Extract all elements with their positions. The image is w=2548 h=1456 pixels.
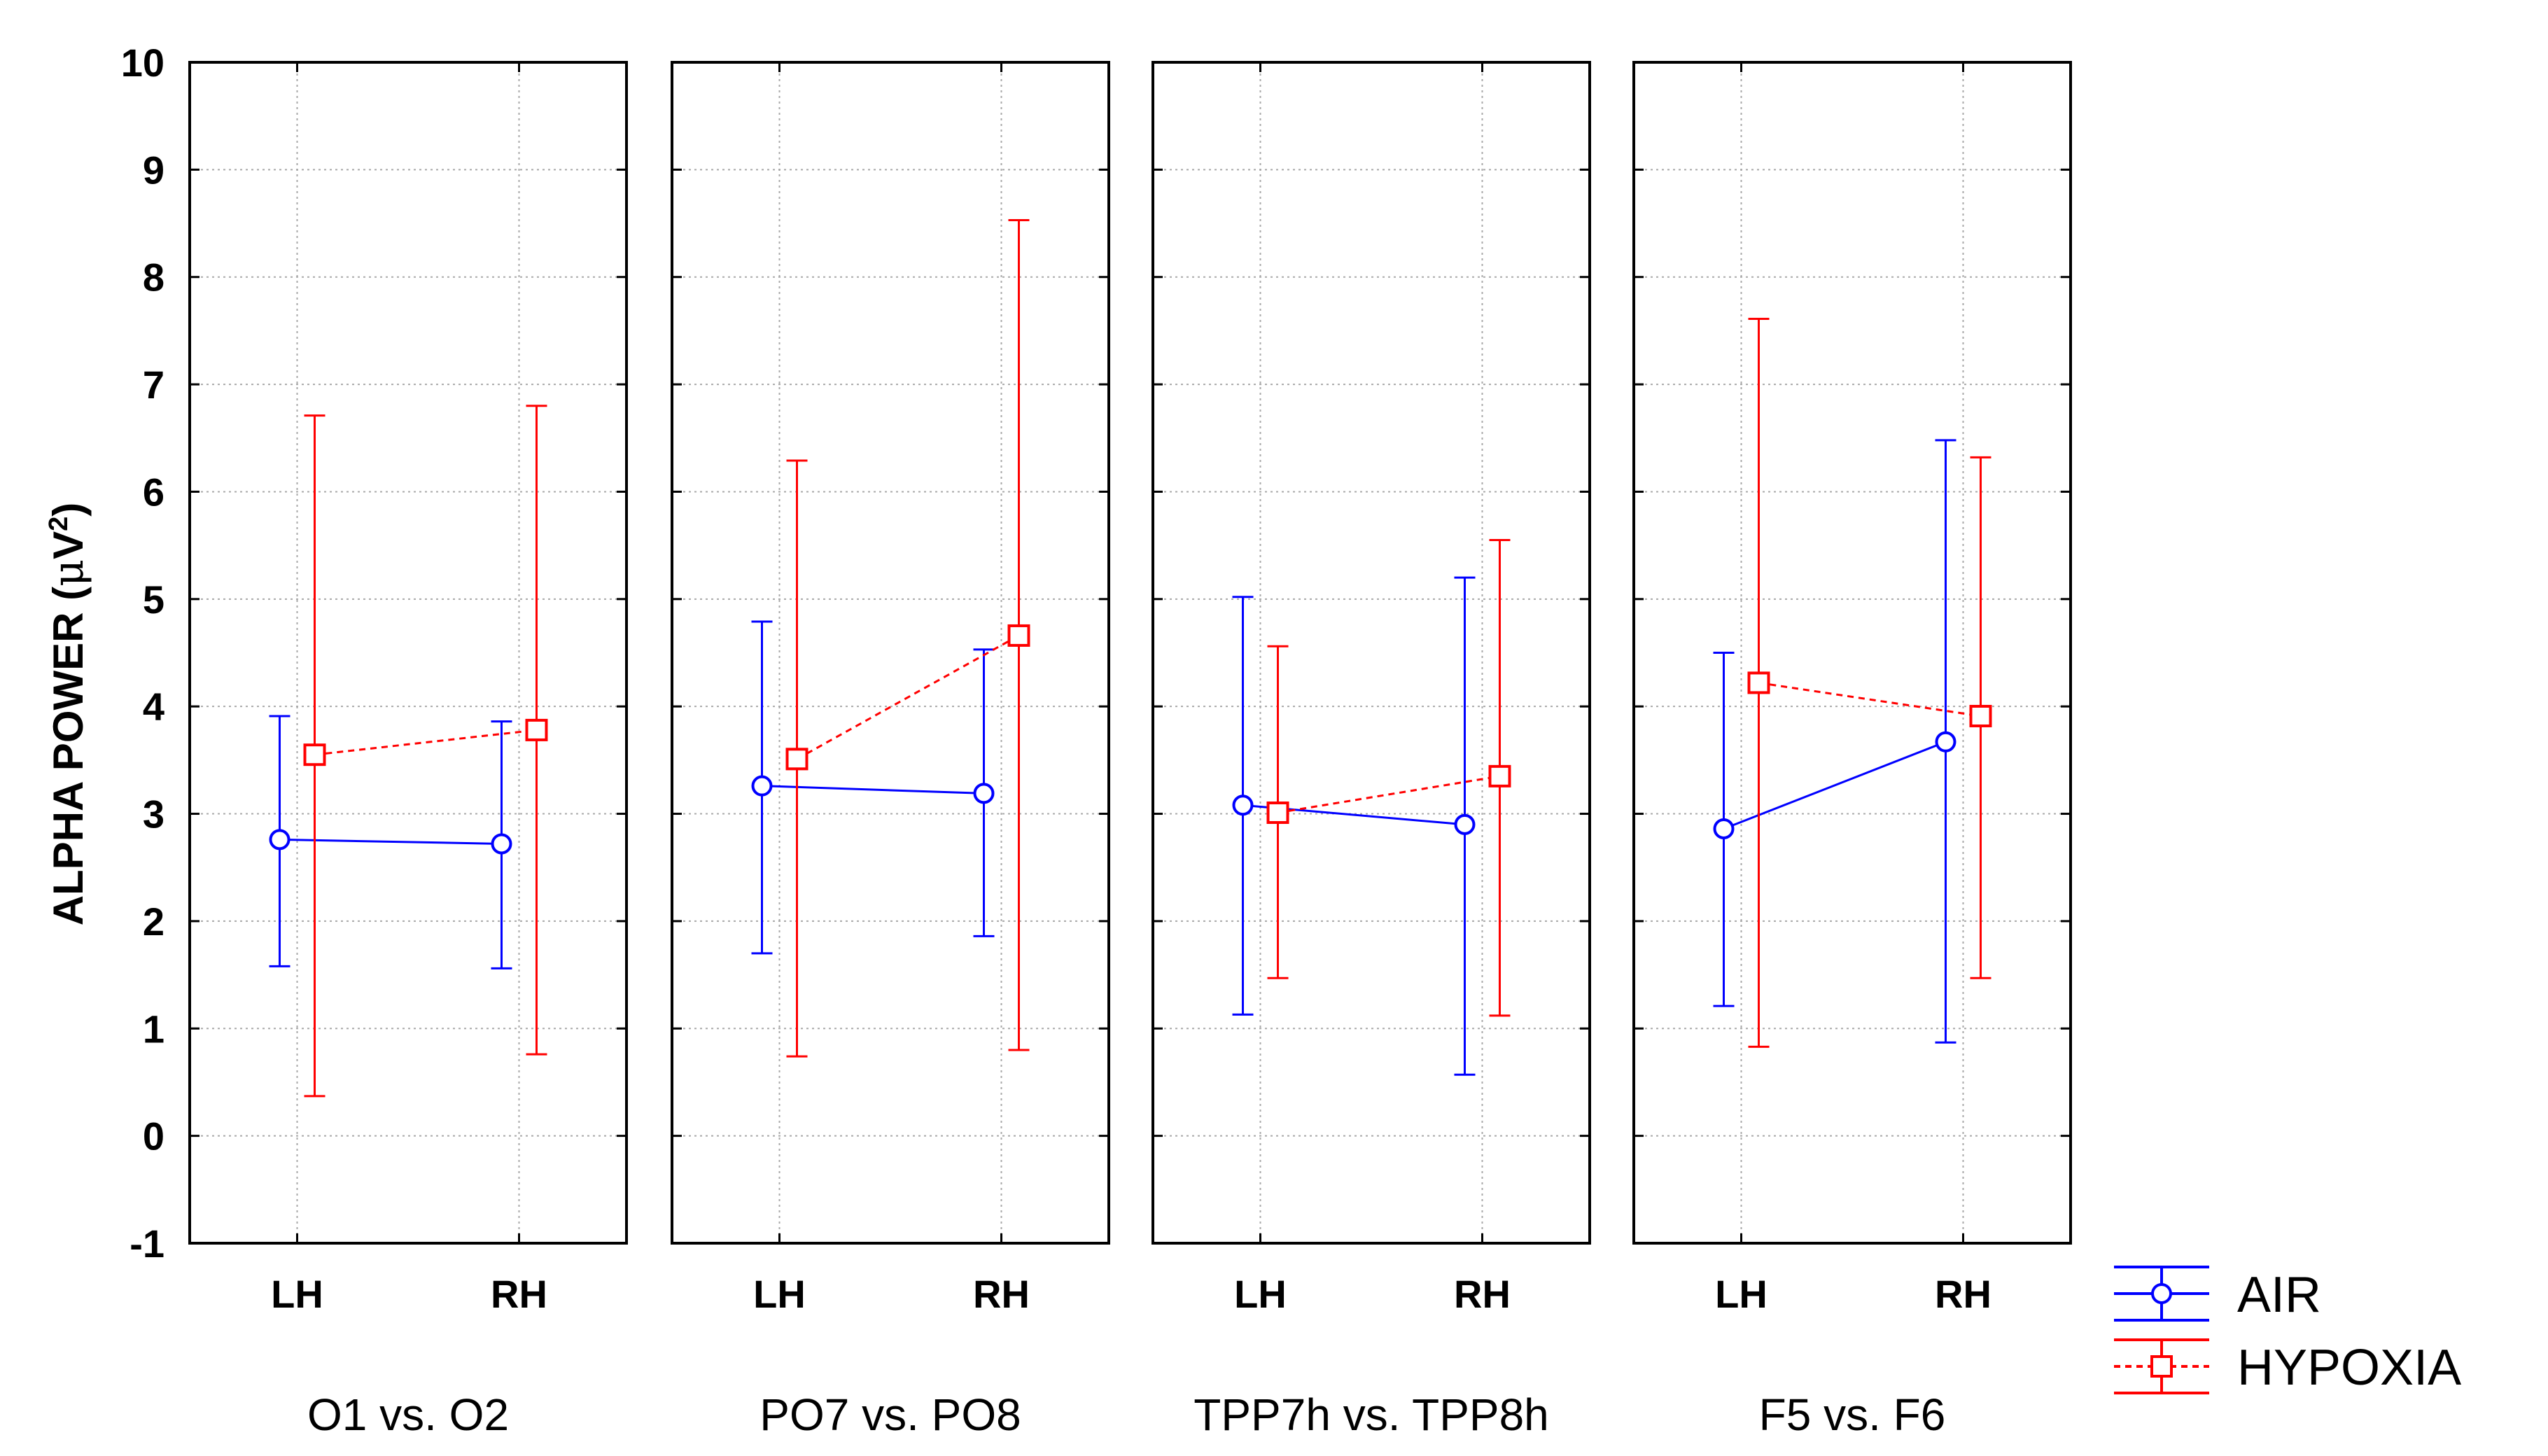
- series-line: [1278, 775, 1500, 814]
- series-line: [1758, 681, 1981, 718]
- panel-frame: [1152, 61, 1591, 1245]
- panel-label: F5 vs. F6: [1759, 1390, 1946, 1440]
- panel-frame: [671, 61, 1110, 1245]
- y-axis-title: ALPHA POWER (μV2): [44, 503, 93, 926]
- data-point: [1969, 704, 1992, 727]
- legend-item-air: AIR: [2114, 1266, 2321, 1323]
- panels: -1 0 1 2 3 4 5 6 7 8 9 10 LH RH O1 vs. O2 LH RH PO7 vs. P…: [121, 41, 2072, 1440]
- data-point: [973, 783, 995, 804]
- panel-frame: [188, 61, 628, 1245]
- x-tick-label: RH: [973, 1272, 1030, 1316]
- series-line: [314, 729, 537, 756]
- data-point: [1454, 813, 1476, 835]
- y-tick-label: 10: [121, 41, 164, 85]
- data-point: [1713, 818, 1735, 840]
- data-point: [269, 829, 290, 850]
- legend-marker: [2151, 1283, 2172, 1304]
- series-hypoxia: [1747, 318, 1992, 1048]
- legend-label: AIR: [2237, 1267, 2321, 1323]
- y-tick-label: 5: [143, 578, 164, 622]
- legend-item-hypoxia: HYPOXIA: [2114, 1338, 2461, 1396]
- data-point: [785, 748, 808, 771]
- panel-label: TPP7h vs. TPP8h: [1194, 1390, 1549, 1440]
- data-point: [525, 718, 548, 741]
- panel-3: LH RH TPP7h vs. TPP8h: [1152, 61, 1591, 1440]
- data-point: [303, 743, 326, 766]
- y-tick-label: 9: [143, 148, 164, 192]
- data-point: [1747, 671, 1770, 694]
- series-hypoxia: [785, 218, 1030, 1058]
- panel-label: PO7 vs. PO8: [760, 1390, 1021, 1440]
- data-point: [1266, 802, 1289, 825]
- series-hypoxia: [303, 405, 548, 1098]
- y-tick-label: 6: [143, 470, 164, 514]
- legend-label: HYPOXIA: [2237, 1340, 2461, 1396]
- series-line: [1723, 741, 1947, 830]
- y-tick-label: -1: [130, 1222, 164, 1266]
- data-point: [1488, 764, 1511, 788]
- panel-2: LH RH PO7 vs. PO8: [671, 61, 1110, 1440]
- panel-label: O1 vs. O2: [307, 1390, 509, 1440]
- x-tick-label: RH: [1454, 1272, 1511, 1316]
- x-tick-label: RH: [1935, 1272, 1991, 1316]
- legend: AIR HYPOXIA: [2114, 1266, 2461, 1396]
- x-tick-label: LH: [271, 1272, 323, 1316]
- series-air: [751, 620, 995, 955]
- y-tick-label: 4: [143, 685, 164, 729]
- series-air: [269, 715, 512, 969]
- x-tick-label: LH: [1234, 1272, 1287, 1316]
- x-tick-label: LH: [1715, 1272, 1768, 1316]
- y-tick-label: 1: [143, 1007, 164, 1051]
- data-point: [751, 775, 773, 797]
- series-line: [796, 634, 1020, 760]
- series-air: [1713, 439, 1956, 1044]
- x-tick-label: LH: [753, 1272, 806, 1316]
- x-tick-label: RH: [491, 1272, 547, 1316]
- series-hypoxia: [1266, 538, 1511, 1017]
- series-air: [1232, 576, 1476, 1076]
- series-line: [762, 785, 984, 794]
- y-tick-label: 7: [143, 363, 164, 407]
- series-line: [279, 838, 502, 845]
- data-point: [491, 833, 512, 855]
- panel-frame: [1632, 61, 2072, 1245]
- data-point: [1007, 624, 1030, 647]
- legend-marker: [2150, 1355, 2173, 1378]
- panel-4: LH RH F5 vs. F6: [1632, 61, 2072, 1440]
- data-point: [1935, 731, 1956, 752]
- y-tick-label: 2: [143, 899, 164, 944]
- panel-1: -1 0 1 2 3 4 5 6 7 8 9 10 LH RH O1 vs. O2: [121, 41, 628, 1440]
- y-tick-label: 8: [143, 255, 164, 300]
- y-tick-label: 0: [143, 1114, 164, 1158]
- data-point: [1232, 794, 1254, 816]
- y-tick-label: 3: [143, 792, 164, 836]
